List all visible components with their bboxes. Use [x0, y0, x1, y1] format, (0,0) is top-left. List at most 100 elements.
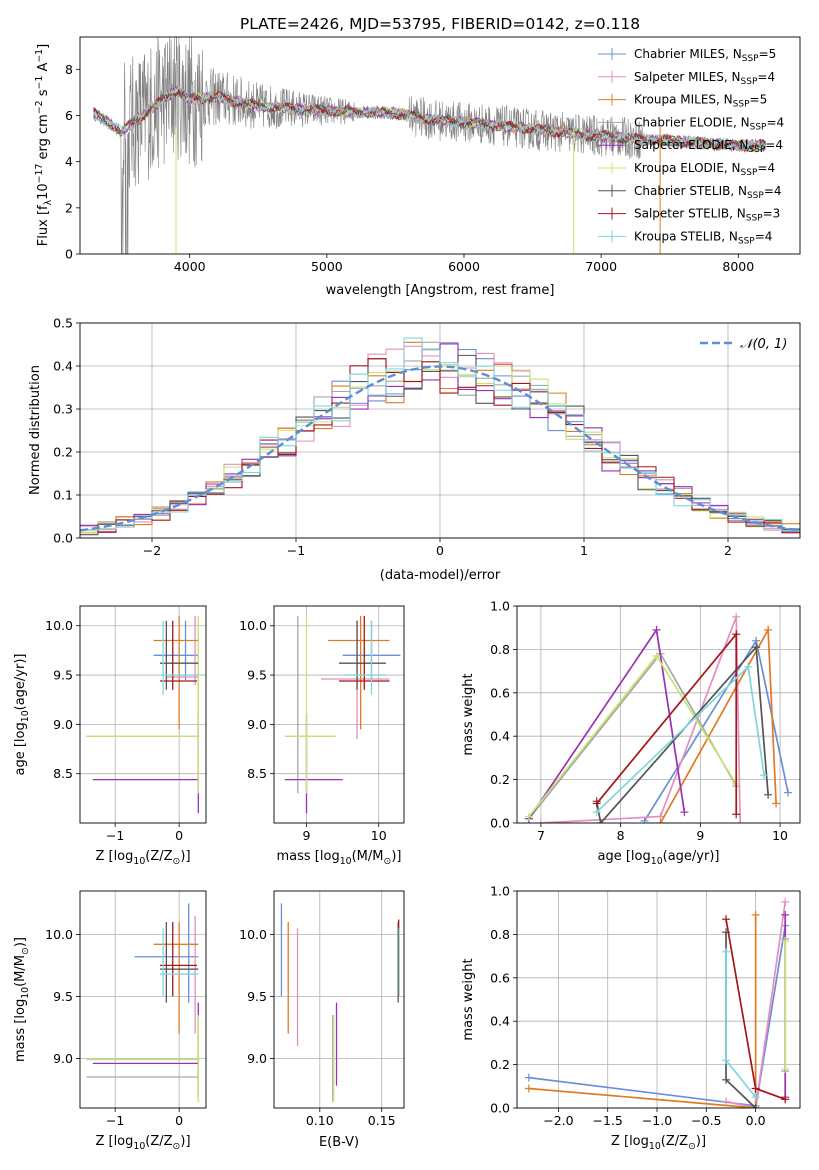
y-tick-label: 0.2	[490, 772, 510, 787]
label-part: (age/yr)]	[13, 654, 28, 711]
label-part: s	[36, 89, 51, 100]
label-part: Z [log	[95, 1134, 133, 1149]
y-tick-label: 0.8	[490, 642, 510, 657]
series-kr_miles	[659, 626, 777, 823]
y-tick-label: 0.6	[490, 970, 510, 985]
label-part: A	[36, 63, 51, 76]
legend: Chabrier MILES, NSSP=5 Salpeter MILES, NS…	[598, 47, 784, 246]
y-tick-label: 8.5	[247, 766, 267, 781]
axes-mass_vs_ebv: 0.10 0.15 9.0 9.5 10.0 E(B-V)	[239, 890, 405, 1150]
y-tick-label: 9.0	[53, 717, 73, 732]
label-part: (Z/Z	[145, 1134, 172, 1149]
label-part: ]	[36, 44, 51, 49]
y-tick-label: 9.5	[247, 989, 267, 1004]
plot-area	[524, 612, 793, 823]
y-tick-label: 0.8	[490, 927, 510, 942]
label-part: 10	[36, 183, 51, 200]
y-tick-label: 0.3	[53, 402, 73, 417]
y-axis-label: age [log10(age/yr)]	[13, 654, 31, 776]
label-part: (M/M	[13, 955, 28, 987]
x-tick-label: −1.5	[593, 1113, 623, 1128]
x-tick-label: 6000	[448, 259, 480, 274]
x-tick-label: 1	[580, 543, 588, 558]
x-axis-label: mass [log10(M/M⊙)]	[277, 849, 402, 867]
label-part: 10	[133, 1141, 145, 1152]
y-tick-label: 1.0	[490, 884, 510, 899]
y-tick-label: 0.0	[53, 531, 73, 546]
series-kr_stelib	[725, 951, 757, 1098]
y-tick-label: 8.5	[53, 766, 73, 781]
x-tick-label: −2.0	[543, 1113, 573, 1128]
label-part: ⊙	[688, 1141, 696, 1152]
label-part: 10	[133, 856, 145, 867]
x-tick-label: −0.5	[691, 1113, 721, 1128]
series-kr_miles	[528, 914, 757, 1108]
label-part: ⊙	[173, 1141, 181, 1152]
x-tick-label: −1	[106, 828, 124, 843]
plot-area	[284, 615, 401, 814]
axes-age_vs_z: −1 08.59.09.510.0Z [log10(Z/Z⊙)]age [log1…	[13, 605, 207, 867]
label-part: ⊙	[20, 947, 31, 955]
label-part: −2	[34, 100, 45, 114]
label-part: (Z/Z	[661, 1134, 688, 1149]
axes-frame	[516, 605, 801, 824]
x-tick-label: 0.0	[746, 1113, 766, 1128]
y-tick-label: 0.4	[53, 359, 73, 374]
y-tick-label: 0.5	[53, 316, 73, 331]
x-tick-label: −1	[106, 1113, 124, 1128]
series-sa_miles	[540, 616, 742, 823]
label-part: )]	[180, 849, 190, 864]
label-part: )]	[13, 937, 28, 947]
axes-frame	[79, 322, 801, 539]
normal-curve	[80, 365, 800, 532]
x-tick-label: 9	[303, 828, 311, 843]
plot-area	[86, 615, 200, 814]
y-axis-label: mass [log10(M/M⊙)]	[13, 937, 31, 1062]
y-tick-label: 1.0	[490, 599, 510, 614]
x-axis-label: E(B-V)	[319, 1135, 359, 1150]
label-part: 10	[20, 987, 31, 999]
y-tick-label: 2	[65, 200, 73, 215]
axes-mass_vs_z: −1 09.09.510.0Z [log10(Z/Z⊙)]mass [log10(…	[13, 890, 207, 1152]
label-part: 10	[20, 710, 31, 722]
y-tick-label: 0.6	[490, 685, 510, 700]
x-tick-label: −1.0	[642, 1113, 672, 1128]
x-tick-label: 0	[175, 828, 183, 843]
label-part: )]	[180, 1134, 190, 1149]
label-part: Flux [f	[36, 205, 51, 246]
y-tick-label: 0.0	[490, 816, 510, 831]
label-part: (Z/Z	[145, 849, 172, 864]
axes-frame	[79, 890, 207, 1109]
x-axis-label: Z [log10(Z/Z⊙)]	[95, 1134, 190, 1152]
axes-spectrum: 4000 5000 6000 7000 8000 0 2 4 6 8 Chabrier MILES,…	[34, 36, 801, 298]
plot-area	[280, 903, 400, 1102]
y-tick-label: 8	[65, 62, 73, 77]
x-tick-label: 4000	[174, 259, 206, 274]
y-tick-label: 0.4	[490, 1014, 510, 1029]
label-part: erg cm	[36, 114, 51, 163]
axes-frame	[79, 36, 801, 255]
y-tick-label: 0.2	[53, 445, 73, 460]
histogram-kr_stelib	[80, 337, 800, 532]
y-tick-label: 9.0	[53, 1051, 73, 1066]
y-tick-label: 10.0	[239, 618, 267, 633]
label-part: Z [log	[611, 1134, 649, 1149]
label-part: −1	[34, 76, 45, 90]
x-tick-label: 0.15	[368, 1113, 396, 1128]
label-part: 10	[649, 1141, 661, 1152]
y-tick-label: 6	[65, 108, 73, 123]
x-tick-label: 8000	[722, 259, 754, 274]
plot-area	[93, 37, 767, 254]
label-part: Z [log	[95, 849, 133, 864]
y-tick-label: 9.0	[247, 717, 267, 732]
label-part: )]	[696, 1134, 706, 1149]
legend-entry: Chabrier ELODIE, NSSP=4	[634, 115, 784, 132]
label-part: −1	[34, 49, 45, 63]
y-tick-label: 9.5	[53, 989, 73, 1004]
label-part: (age/yr)]	[663, 849, 720, 864]
y-axis-label: Flux [fλ10−17 erg cm−2 s−1 A−1]	[34, 44, 54, 246]
axes-frame	[273, 890, 405, 1109]
plot-area	[86, 903, 200, 1102]
